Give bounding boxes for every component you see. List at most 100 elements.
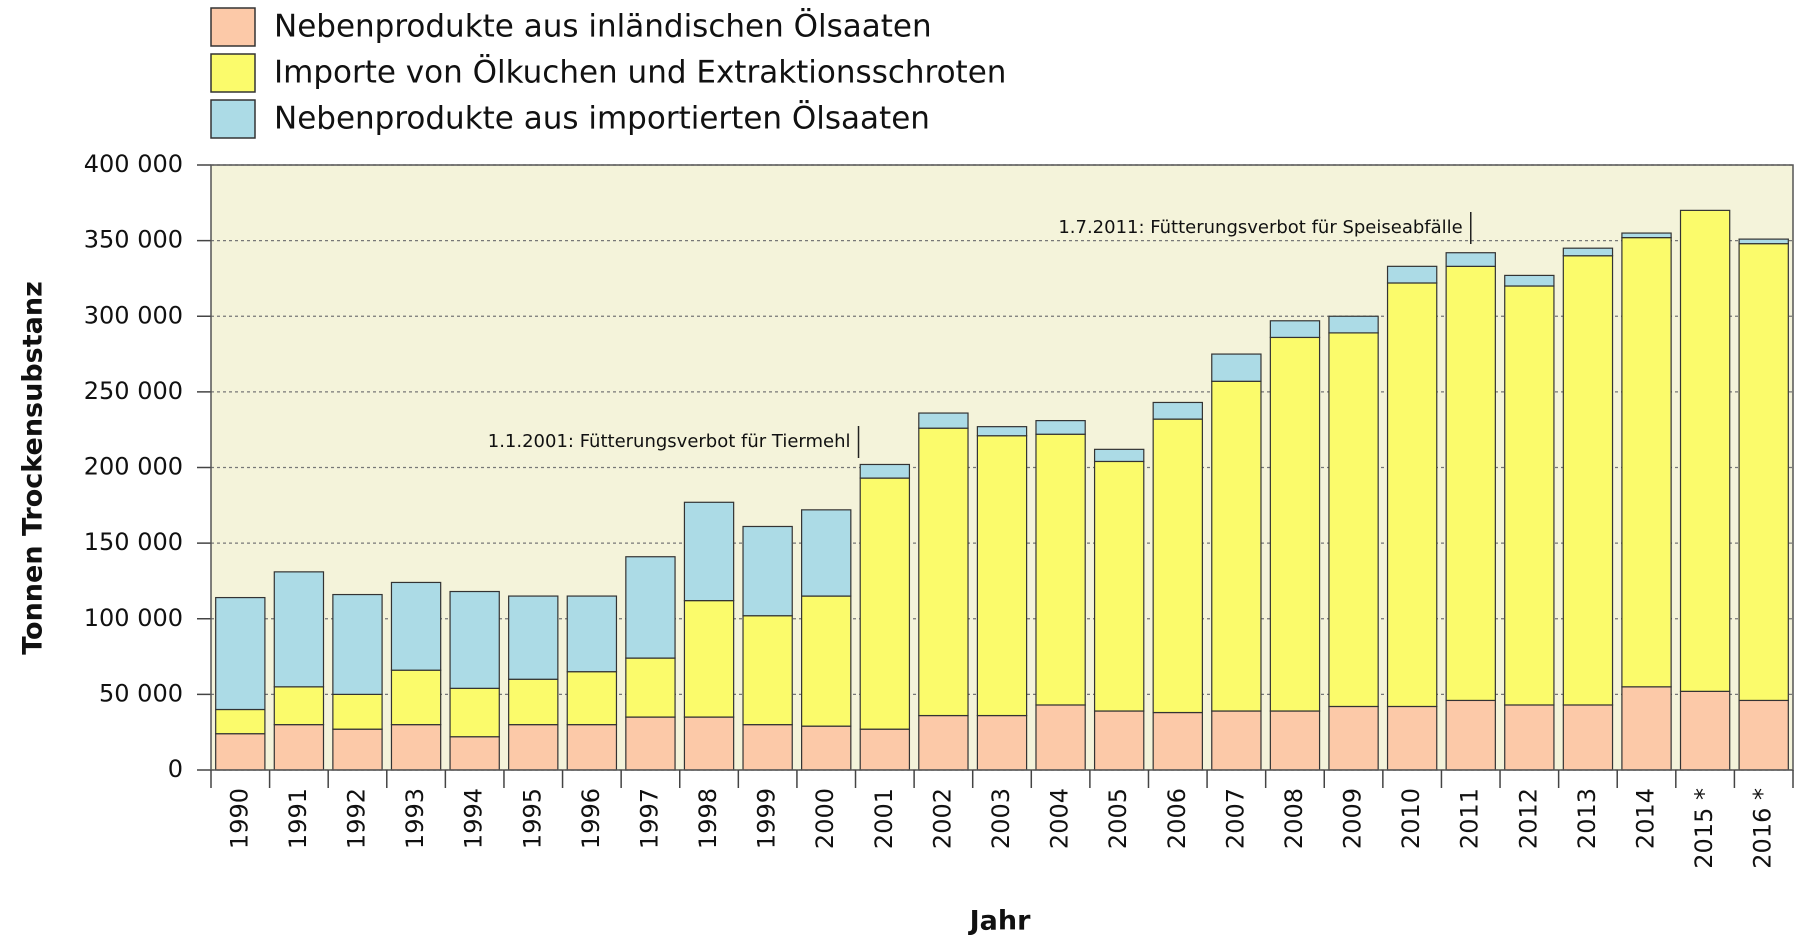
y-tick-label: 150 000: [84, 528, 183, 556]
bar-segment: [859, 477, 911, 730]
y-tick-label: 350 000: [84, 226, 183, 254]
bar-segment: [1035, 704, 1086, 771]
bar-segment: [683, 501, 735, 602]
bar-segment: [625, 657, 676, 718]
x-tick-label: 2015 *: [1690, 788, 1718, 869]
bar-segment: [801, 595, 852, 727]
bar-segment: [449, 590, 500, 689]
bar-segment: [215, 596, 266, 711]
bar-segment: [508, 678, 559, 726]
x-tick-label: 2011: [1456, 788, 1484, 849]
x-tick-label: 2009: [1339, 788, 1367, 849]
bar-segment: [1211, 353, 1262, 382]
bar-segment: [1269, 320, 1321, 339]
bar-segment: [1152, 711, 1203, 771]
legend-swatch: [210, 7, 256, 47]
bar-segment: [332, 693, 383, 730]
x-tick-label: 2000: [811, 788, 839, 849]
x-tick-label: 1997: [635, 788, 663, 849]
bar-segment: [1269, 336, 1321, 712]
bar-segment: [976, 435, 1028, 717]
x-tick-label: 1999: [753, 788, 781, 849]
bar-segment: [1621, 232, 1672, 239]
bar-segment: [918, 427, 969, 717]
bar-segment: [683, 716, 735, 771]
x-axis-title: Jahr: [968, 906, 1031, 937]
bar-segment: [976, 426, 1028, 437]
bar-segment: [273, 686, 325, 726]
bar-segment: [273, 724, 325, 771]
x-tick-label: 2010: [1397, 788, 1425, 849]
bar-segment: [1093, 710, 1145, 771]
legend-swatch: [210, 99, 256, 139]
bar-segment: [1386, 282, 1438, 708]
legend-swatch: [210, 53, 256, 93]
bar-segment: [566, 595, 618, 673]
bar-segment: [1328, 332, 1379, 708]
bar-segment: [1562, 255, 1614, 706]
legend-label: Nebenprodukte aus inländischen Ölsaaten: [274, 8, 932, 45]
bar-segment: [918, 412, 969, 429]
bar-segment: [215, 733, 266, 771]
bar-segment: [566, 671, 618, 726]
y-tick-label: 400 000: [84, 150, 183, 178]
bar-segment: [449, 736, 500, 771]
bar-segment: [332, 593, 383, 695]
x-tick-label: 2014: [1632, 788, 1660, 849]
bar-segment: [1504, 285, 1555, 706]
bar-segment: [1093, 460, 1145, 712]
y-tick-label: 200 000: [84, 453, 183, 481]
bar-segment: [1211, 380, 1262, 712]
bar-segment: [1093, 448, 1145, 463]
bar-segment: [1738, 238, 1789, 245]
bar-segment: [801, 509, 852, 597]
bar-segment: [1679, 209, 1731, 692]
y-tick-label: 100 000: [84, 604, 183, 632]
bar-segment: [390, 581, 442, 671]
x-tick-label: 2005: [1104, 788, 1132, 849]
bar-segment: [1679, 690, 1731, 771]
bar-segment: [742, 525, 793, 617]
x-tick-label: 1992: [342, 788, 370, 849]
y-tick-label: 0: [168, 755, 183, 783]
bar-segment: [390, 669, 442, 726]
bar-segment: [1738, 243, 1789, 702]
bar-segment: [1035, 433, 1086, 706]
plot-border: [210, 164, 1794, 771]
bar-segment: [390, 724, 442, 771]
bar-segment: [801, 725, 852, 771]
bar-segment: [1445, 252, 1496, 267]
x-tick-label: 2007: [1221, 788, 1249, 849]
y-axis-title: Tonnen Trockensubstanz: [18, 281, 49, 655]
x-tick-label: 2003: [987, 788, 1015, 849]
bar-segment: [742, 615, 793, 726]
x-tick-label: 1998: [694, 788, 722, 849]
bar-segment: [1445, 265, 1496, 702]
bar-segment: [1445, 699, 1496, 771]
bar-segment: [625, 556, 676, 659]
x-tick-label: 1994: [460, 788, 488, 849]
bar-segment: [273, 571, 325, 688]
bar-segment: [859, 463, 911, 479]
bar-segment: [215, 708, 266, 735]
annotation: 1.7.2011: Fütterungsverbot für Speiseabf…: [1058, 217, 1462, 238]
bar-segment: [625, 716, 676, 771]
y-tick-label: 50 000: [99, 679, 183, 707]
bar-segment: [449, 687, 500, 738]
x-tick-label: 2008: [1280, 788, 1308, 849]
bar-segment: [918, 714, 969, 771]
bar-segment: [1562, 704, 1614, 771]
legend-label: Importe von Ölkuchen und Extraktionsschr…: [274, 54, 1006, 91]
x-tick-label: 2004: [1046, 788, 1074, 849]
bar-segment: [1035, 420, 1086, 435]
bar-segment: [683, 599, 735, 718]
y-tick-label: 300 000: [84, 301, 183, 329]
bar-segment: [1269, 710, 1321, 771]
x-tick-label: 1996: [577, 788, 605, 849]
bar-segment: [742, 724, 793, 771]
x-tick-label: 1991: [284, 788, 312, 849]
bar-segment: [1562, 247, 1614, 257]
x-tick-label: 2013: [1573, 788, 1601, 849]
bar-segment: [332, 728, 383, 771]
